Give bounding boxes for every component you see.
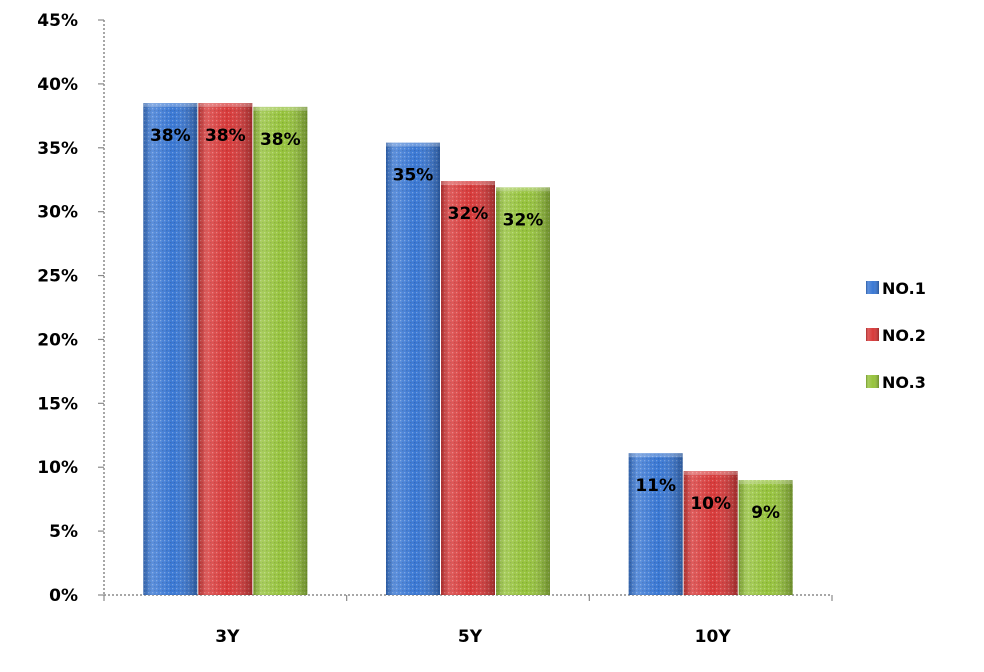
bar-top-highlight [143,103,198,108]
data-label: 32% [503,210,544,230]
x-tick-label: 5Y [458,627,483,647]
bar-shading [496,187,550,595]
data-label: 9% [751,503,780,523]
y-tick-label: 45% [37,11,78,31]
legend-swatch-shading [866,375,879,388]
y-tick-label: 10% [37,458,78,478]
bar [683,471,738,595]
bar [496,187,550,595]
bar-top-highlight [738,480,793,484]
legend-label: NO.2 [882,326,926,345]
y-tick-label: 25% [37,267,78,287]
data-label: 11% [635,476,676,496]
legend-entry: NO.3 [866,373,926,392]
legend-swatch-shading [866,328,879,341]
bar-top-highlight [386,142,440,147]
y-tick-label: 35% [37,139,78,159]
bar-top-highlight [628,453,683,458]
bar [143,103,198,596]
data-label: 10% [690,494,731,514]
bar [198,103,253,596]
legend: NO.1 NO.2 NO.3 [866,279,926,392]
bar-shading [198,103,253,596]
y-tick-label: 5% [49,522,78,542]
bar-top-highlight [253,106,308,111]
legend-entry: NO.1 [866,279,926,298]
data-label: 38% [260,130,301,150]
bar-top-highlight [496,187,550,192]
legend-label: NO.1 [882,279,926,298]
data-label: 38% [150,126,191,146]
bar-top-highlight [683,471,738,476]
legend-label: NO.3 [882,373,926,392]
bar-top-highlight [441,181,495,185]
bar-shading [683,471,738,595]
bar [738,480,793,595]
bar [253,106,308,595]
bar-shading [253,106,308,595]
bar-shading [738,480,793,595]
bar-shading [628,453,683,595]
data-label: 35% [393,166,434,186]
data-label: 32% [448,204,489,224]
axes: 0% 5% 10% 15% 20% 25% 30% 35% 40% 45% 3Y 5Y 10Y [37,11,833,647]
bar [441,181,495,595]
bar [386,142,440,595]
bar-top-highlight [198,103,253,108]
bar-shading [386,142,440,595]
y-tick-label: 0% [49,586,78,606]
y-tick-label: 20% [37,330,78,350]
legend-entry: NO.2 [866,326,926,345]
y-tick-label: 15% [37,394,78,414]
y-tick-label: 40% [37,75,78,95]
bar-shading [441,181,495,595]
data-label: 38% [205,126,246,146]
x-tick-label: 3Y [215,627,240,647]
y-tick-label: 30% [37,203,78,223]
bar-shading [143,103,198,596]
bar [628,453,683,595]
legend-swatch-shading [866,281,879,294]
bars [143,103,793,596]
data-labels: 38% 38% 38% 35% 32% 32% 11% 10% 9% [150,126,780,523]
x-tick-label: 10Y [695,627,732,647]
